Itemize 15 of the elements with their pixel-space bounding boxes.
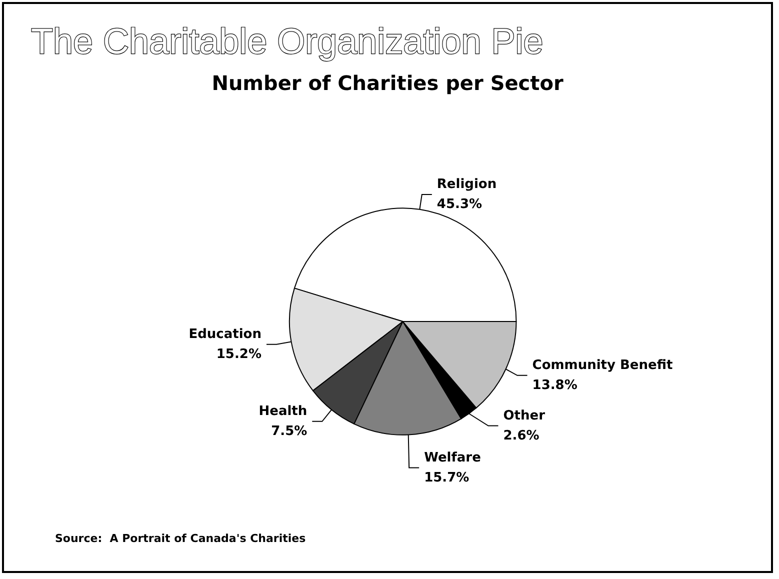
data-label: 45.3% bbox=[436, 197, 482, 212]
data-label: 7.5% bbox=[271, 424, 308, 439]
chart-subtitle: Number of Charities per Sector bbox=[212, 71, 564, 95]
chart-title: The Charitable Organization Pie bbox=[31, 20, 544, 62]
slice-label: Health bbox=[258, 404, 308, 419]
data-label: 15.7% bbox=[424, 470, 470, 486]
slice-label: Welfare bbox=[424, 450, 482, 466]
slice-label: Other bbox=[503, 408, 546, 424]
slice-label: Religion bbox=[436, 177, 497, 192]
data-label: 15.2% bbox=[216, 346, 262, 362]
source-note: Source: A Portrait of Canada's Charities bbox=[55, 532, 306, 545]
data-label: 2.6% bbox=[503, 428, 540, 444]
data-label: 13.8% bbox=[532, 378, 578, 393]
slice-label: Education bbox=[188, 326, 262, 342]
slice-label: Community Benefit bbox=[532, 358, 673, 373]
